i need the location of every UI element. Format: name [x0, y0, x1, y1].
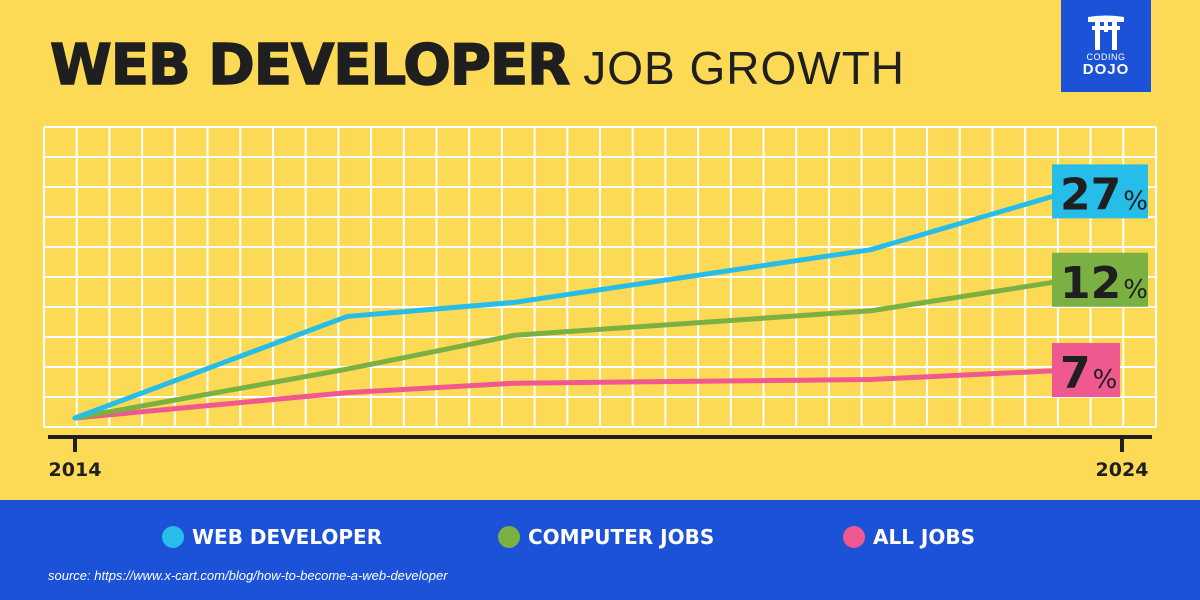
end-label-box-all-jobs: [1052, 343, 1120, 398]
source-text[interactable]: source: https://www.x-cart.com/blog/how-…: [48, 568, 448, 583]
series-line-computer-jobs: [72, 277, 1073, 421]
legend-dot-computer-jobs: [498, 526, 520, 548]
series-line-all-jobs: [72, 367, 1073, 421]
legend-item-all-jobs: ALL JOBS: [843, 525, 975, 549]
logo-text-top: CODING: [1086, 52, 1126, 62]
series-line-web-developer: [72, 188, 1073, 421]
legend-label-computer-jobs: COMPUTER JOBS: [528, 525, 715, 549]
title-main: WEB DEVELOPER: [49, 33, 571, 98]
end-label-computer-jobs: 12%: [1060, 258, 1148, 309]
legend-label-web-developer: WEB DEVELOPER: [192, 525, 383, 549]
chart-title: WEB DEVELOPER JOB GROWTH: [49, 37, 906, 95]
line-chart: 2014 2024 27% 12% 7%: [43, 126, 1157, 481]
title-sub: JOB GROWTH: [583, 42, 906, 94]
legend-item-computer-jobs: COMPUTER JOBS: [498, 525, 714, 549]
coding-dojo-logo[interactable]: CODING DOJO: [1061, 0, 1151, 92]
logo-text-bottom: DOJO: [1082, 61, 1130, 78]
end-label-all-jobs: 7%: [1060, 348, 1117, 399]
end-label-web-developer: 27%: [1060, 169, 1148, 220]
legend-label-all-jobs: ALL JOBS: [873, 525, 976, 549]
legend-bar: WEB DEVELOPER COMPUTER JOBS ALL JOBS sou…: [0, 500, 1200, 600]
x-tick-label: 2014: [49, 459, 102, 481]
x-tick-label: 2024: [1096, 459, 1149, 481]
end-label-box-computer-jobs: [1052, 252, 1148, 307]
torii-gate-icon: [1088, 15, 1124, 50]
legend-item-web-developer: WEB DEVELOPER: [162, 525, 382, 549]
legend-dot-all-jobs: [843, 526, 865, 548]
legend-dot-web-developer: [162, 526, 184, 548]
end-label-box-web-developer: [1052, 164, 1148, 219]
